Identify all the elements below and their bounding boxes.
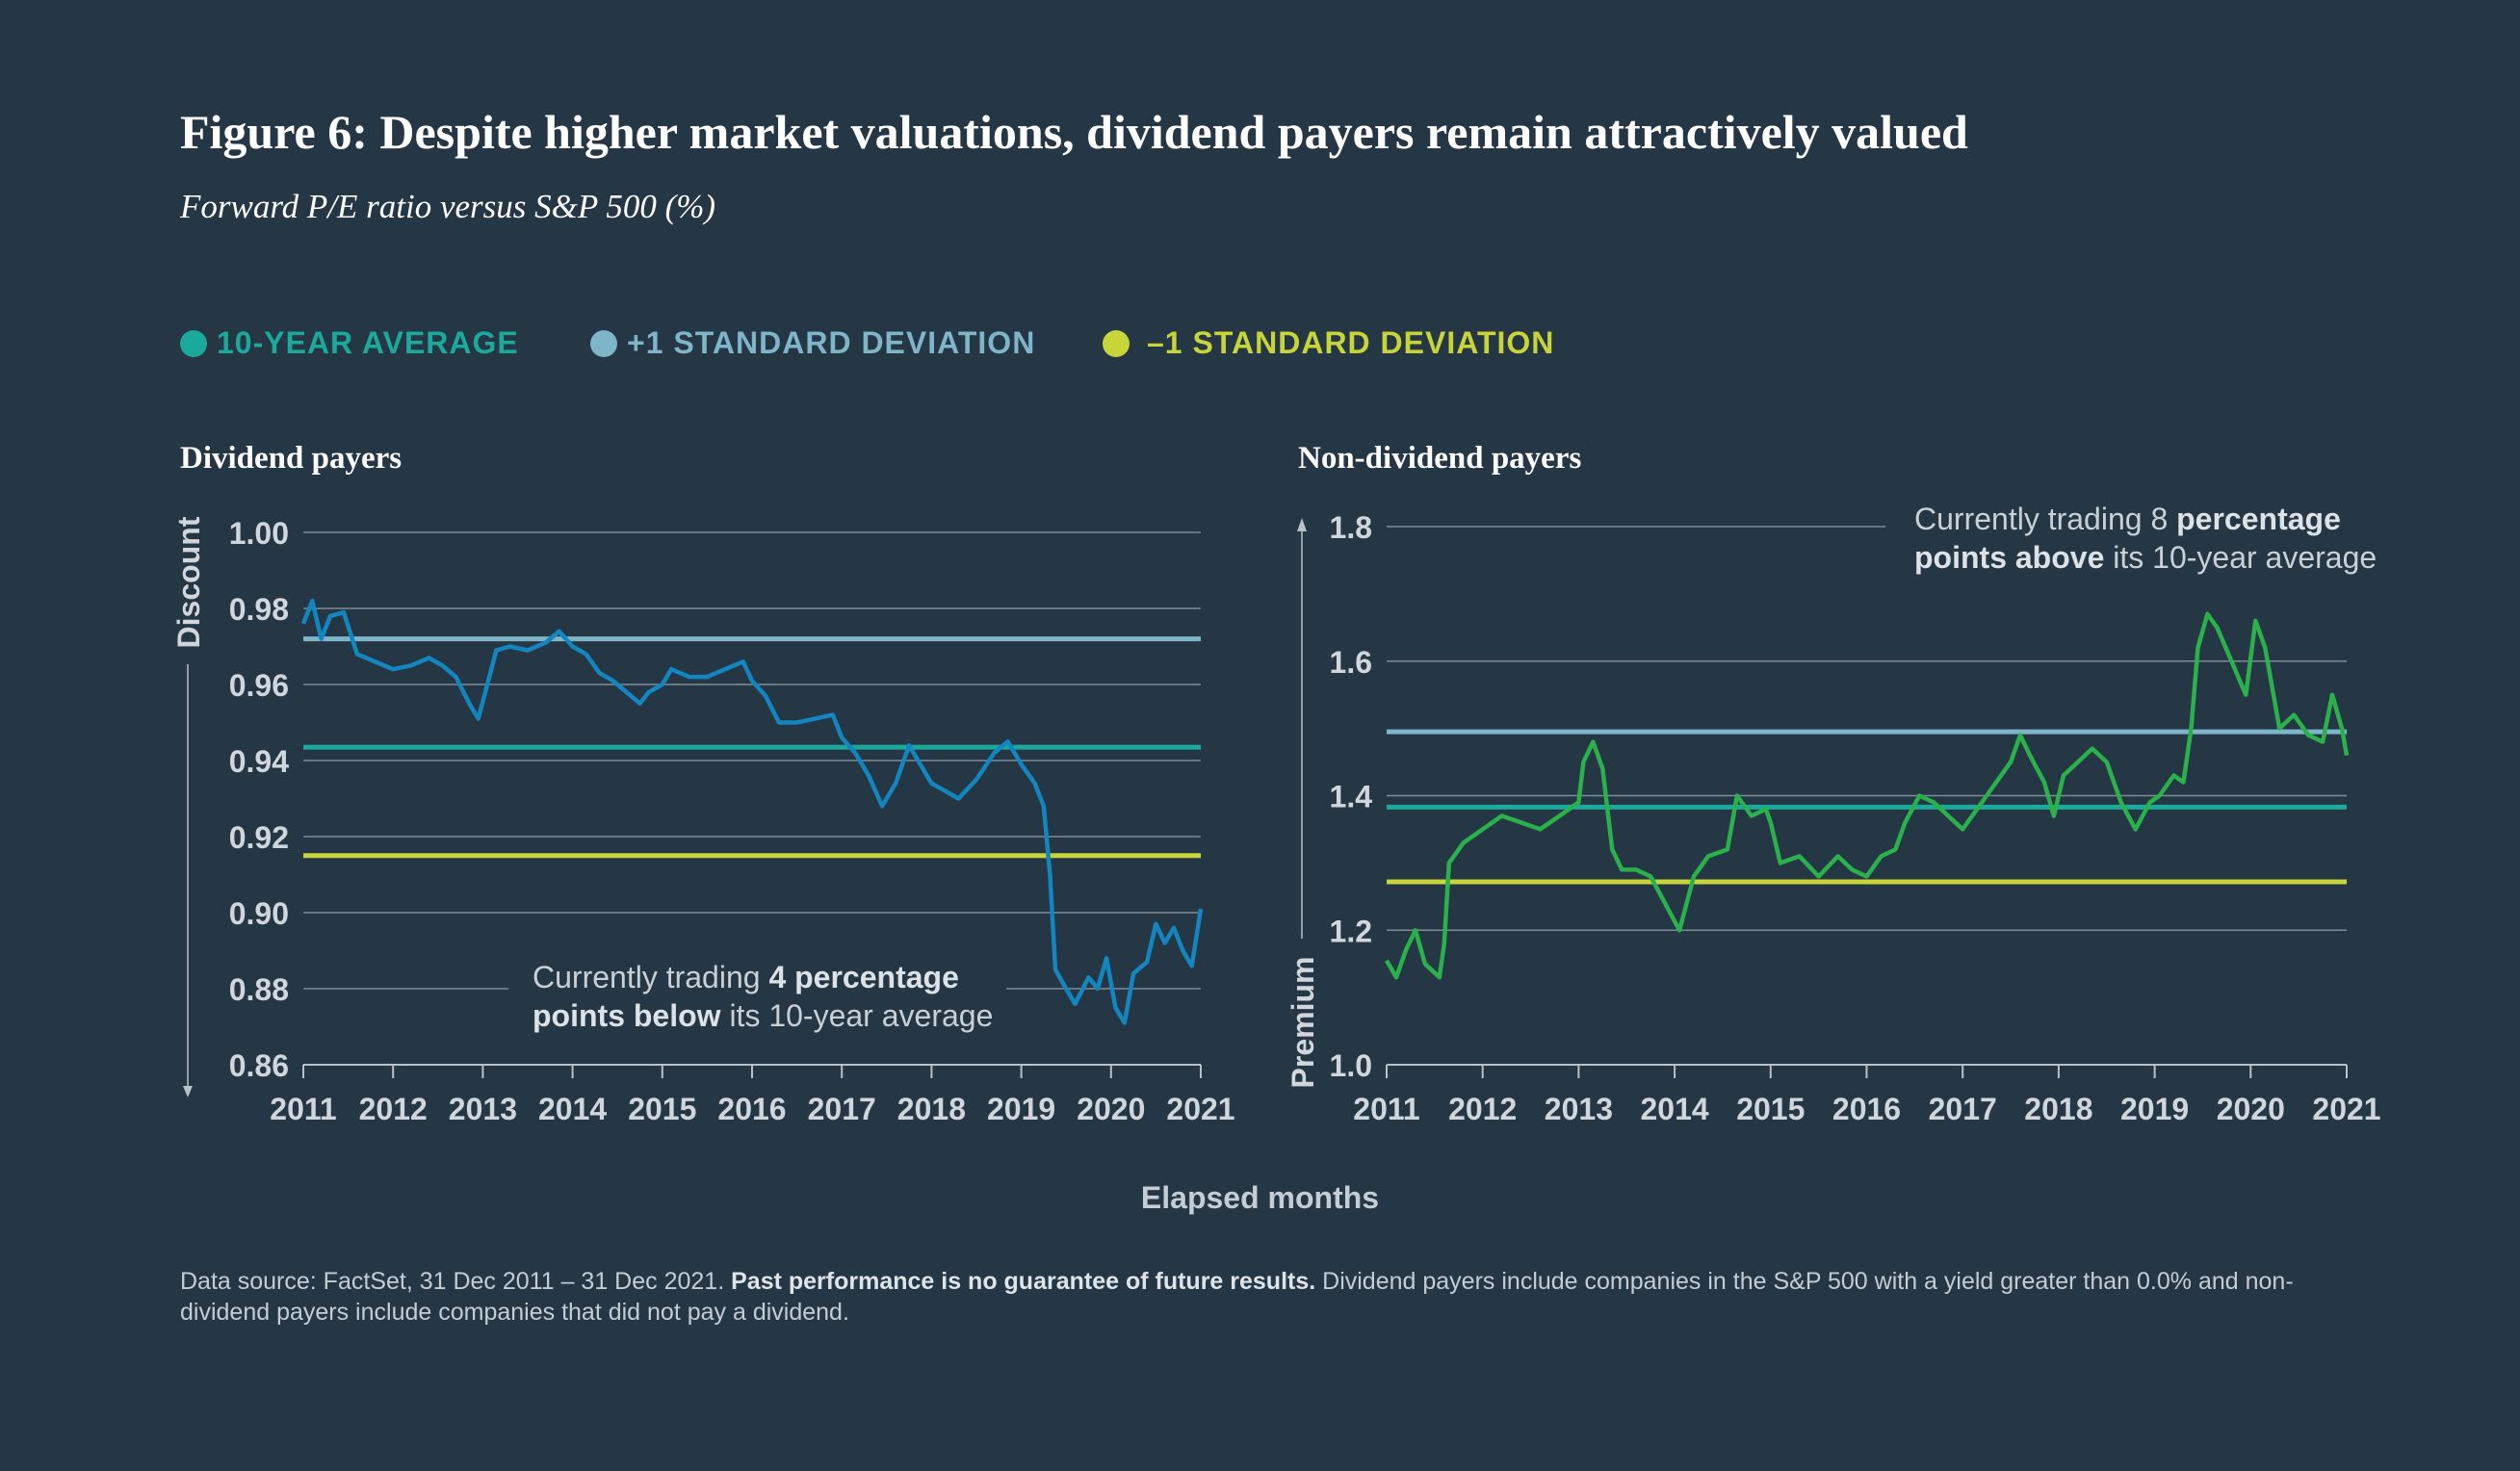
annotation-line-1: Currently trading 8 percentage	[1914, 502, 2341, 536]
annotation-post: its 10-year average	[2104, 540, 2377, 575]
y-tick-label: 0.94	[229, 744, 289, 779]
x-tick-label: 2015	[1736, 1092, 1805, 1126]
figure-title: Figure 6: Despite higher market valuatio…	[180, 105, 1968, 159]
legend-label-minus-sd: –1 STANDARD DEVIATION	[1147, 325, 1555, 360]
x-tick-label: 2016	[1832, 1092, 1901, 1126]
premium-arrow-icon	[1297, 518, 1307, 531]
x-axis-label: Elapsed months	[1140, 1180, 1380, 1215]
x-tick-label: 2017	[1929, 1092, 1997, 1126]
x-tick-label: 2021	[1166, 1092, 1234, 1126]
annotation-bold-1: 4 percentage	[768, 960, 958, 994]
plus-sd-swatch-icon	[590, 329, 617, 357]
y-tick-label: 0.90	[229, 896, 289, 931]
y-tick-label: 1.6	[1330, 645, 1372, 680]
footnote-text-1: Data source: FactSet, 31 Dec 2011 – 31 D…	[180, 1268, 732, 1295]
data-line-0	[300, 598, 1204, 1025]
x-tick-label: 2014	[538, 1092, 607, 1126]
footnote-text-2: Dividend payers include companies in the…	[180, 1268, 2294, 1326]
y-tick-label: 1.8	[1330, 510, 1372, 545]
annotation-line-2: points below its 10-year average	[533, 998, 993, 1033]
data-line-1	[1385, 611, 2350, 980]
annotation-pre: Currently trading	[533, 960, 768, 994]
legend-item-minus-sd: –1 STANDARD DEVIATION	[1103, 325, 1554, 361]
x-tick-label: 2019	[2120, 1092, 2189, 1126]
x-tick-label: 2021	[2312, 1092, 2380, 1126]
x-tick-label: 2020	[1077, 1092, 1145, 1126]
footnote-bold: Past performance is no guarantee of futu…	[731, 1268, 1316, 1295]
x-tick-label: 2011	[270, 1092, 336, 1126]
y-tick-label: 0.88	[229, 972, 289, 1007]
annotation-bold-1: percentage	[2176, 502, 2341, 536]
annotation-line-2: points above its 10-year average	[1914, 540, 2377, 575]
x-tick-label: 2018	[2024, 1092, 2092, 1126]
annotation-bold-2: points below	[533, 998, 721, 1033]
x-tick-label: 2016	[717, 1092, 786, 1126]
annotation-line-1: Currently trading 4 percentage	[533, 960, 959, 994]
legend-label-average: 10-YEAR AVERAGE	[217, 325, 519, 360]
x-tick-label: 2017	[808, 1092, 876, 1126]
legend-item-plus-sd: +1 STANDARD DEVIATION	[590, 325, 1035, 361]
annotation-bold-2: points above	[1914, 540, 2104, 575]
panel-title-dividend: Dividend payers	[180, 441, 403, 476]
y-tick-label: 1.00	[229, 516, 289, 551]
y-tick-label: 0.98	[229, 592, 289, 627]
x-tick-label: 2013	[1545, 1092, 1613, 1126]
x-tick-label: 2015	[628, 1092, 696, 1126]
figure-subtitle: Forward P/E ratio versus S&P 500 (%)	[180, 188, 716, 225]
x-tick-label: 2012	[359, 1092, 428, 1126]
y-tick-label: 0.92	[229, 820, 289, 855]
charts-svg: 1.00 0.98 0.96 0.94 0.92 0.90 0.88 0.86 2011 2012…	[171, 502, 2381, 1126]
x-tick-label: 2018	[897, 1092, 966, 1126]
legend-label-plus-sd: +1 STANDARD DEVIATION	[627, 325, 1036, 360]
y-tick-label: 1.4	[1330, 780, 1373, 814]
discount-label: Discount	[171, 516, 206, 648]
discount-arrow-icon	[183, 1086, 193, 1097]
x-tick-label: 2011	[1353, 1092, 1419, 1126]
legend-item-average: 10-YEAR AVERAGE	[180, 325, 519, 361]
y-tick-label: 1.2	[1330, 914, 1372, 948]
panel-title-non-dividend: Non-dividend payers	[1298, 441, 1582, 476]
annotation-post: its 10-year average	[721, 998, 994, 1033]
x-tick-label: 2019	[987, 1092, 1055, 1126]
x-tick-label: 2012	[1448, 1092, 1517, 1126]
x-tick-label: 2014	[1641, 1092, 1709, 1126]
annotation-pre: Currently trading 8	[1914, 502, 2176, 536]
premium-label: Premium	[1286, 957, 1320, 1089]
y-tick-label: 0.86	[229, 1048, 289, 1083]
footnote: Data source: FactSet, 31 Dec 2011 – 31 D…	[180, 1266, 2318, 1328]
minus-sd-swatch-icon	[1103, 329, 1130, 357]
x-tick-label: 2013	[449, 1092, 517, 1126]
average-swatch-icon	[180, 329, 207, 357]
y-tick-label: 1.0	[1330, 1048, 1372, 1083]
x-tick-label: 2020	[2217, 1092, 2285, 1126]
y-tick-label: 0.96	[229, 668, 289, 703]
